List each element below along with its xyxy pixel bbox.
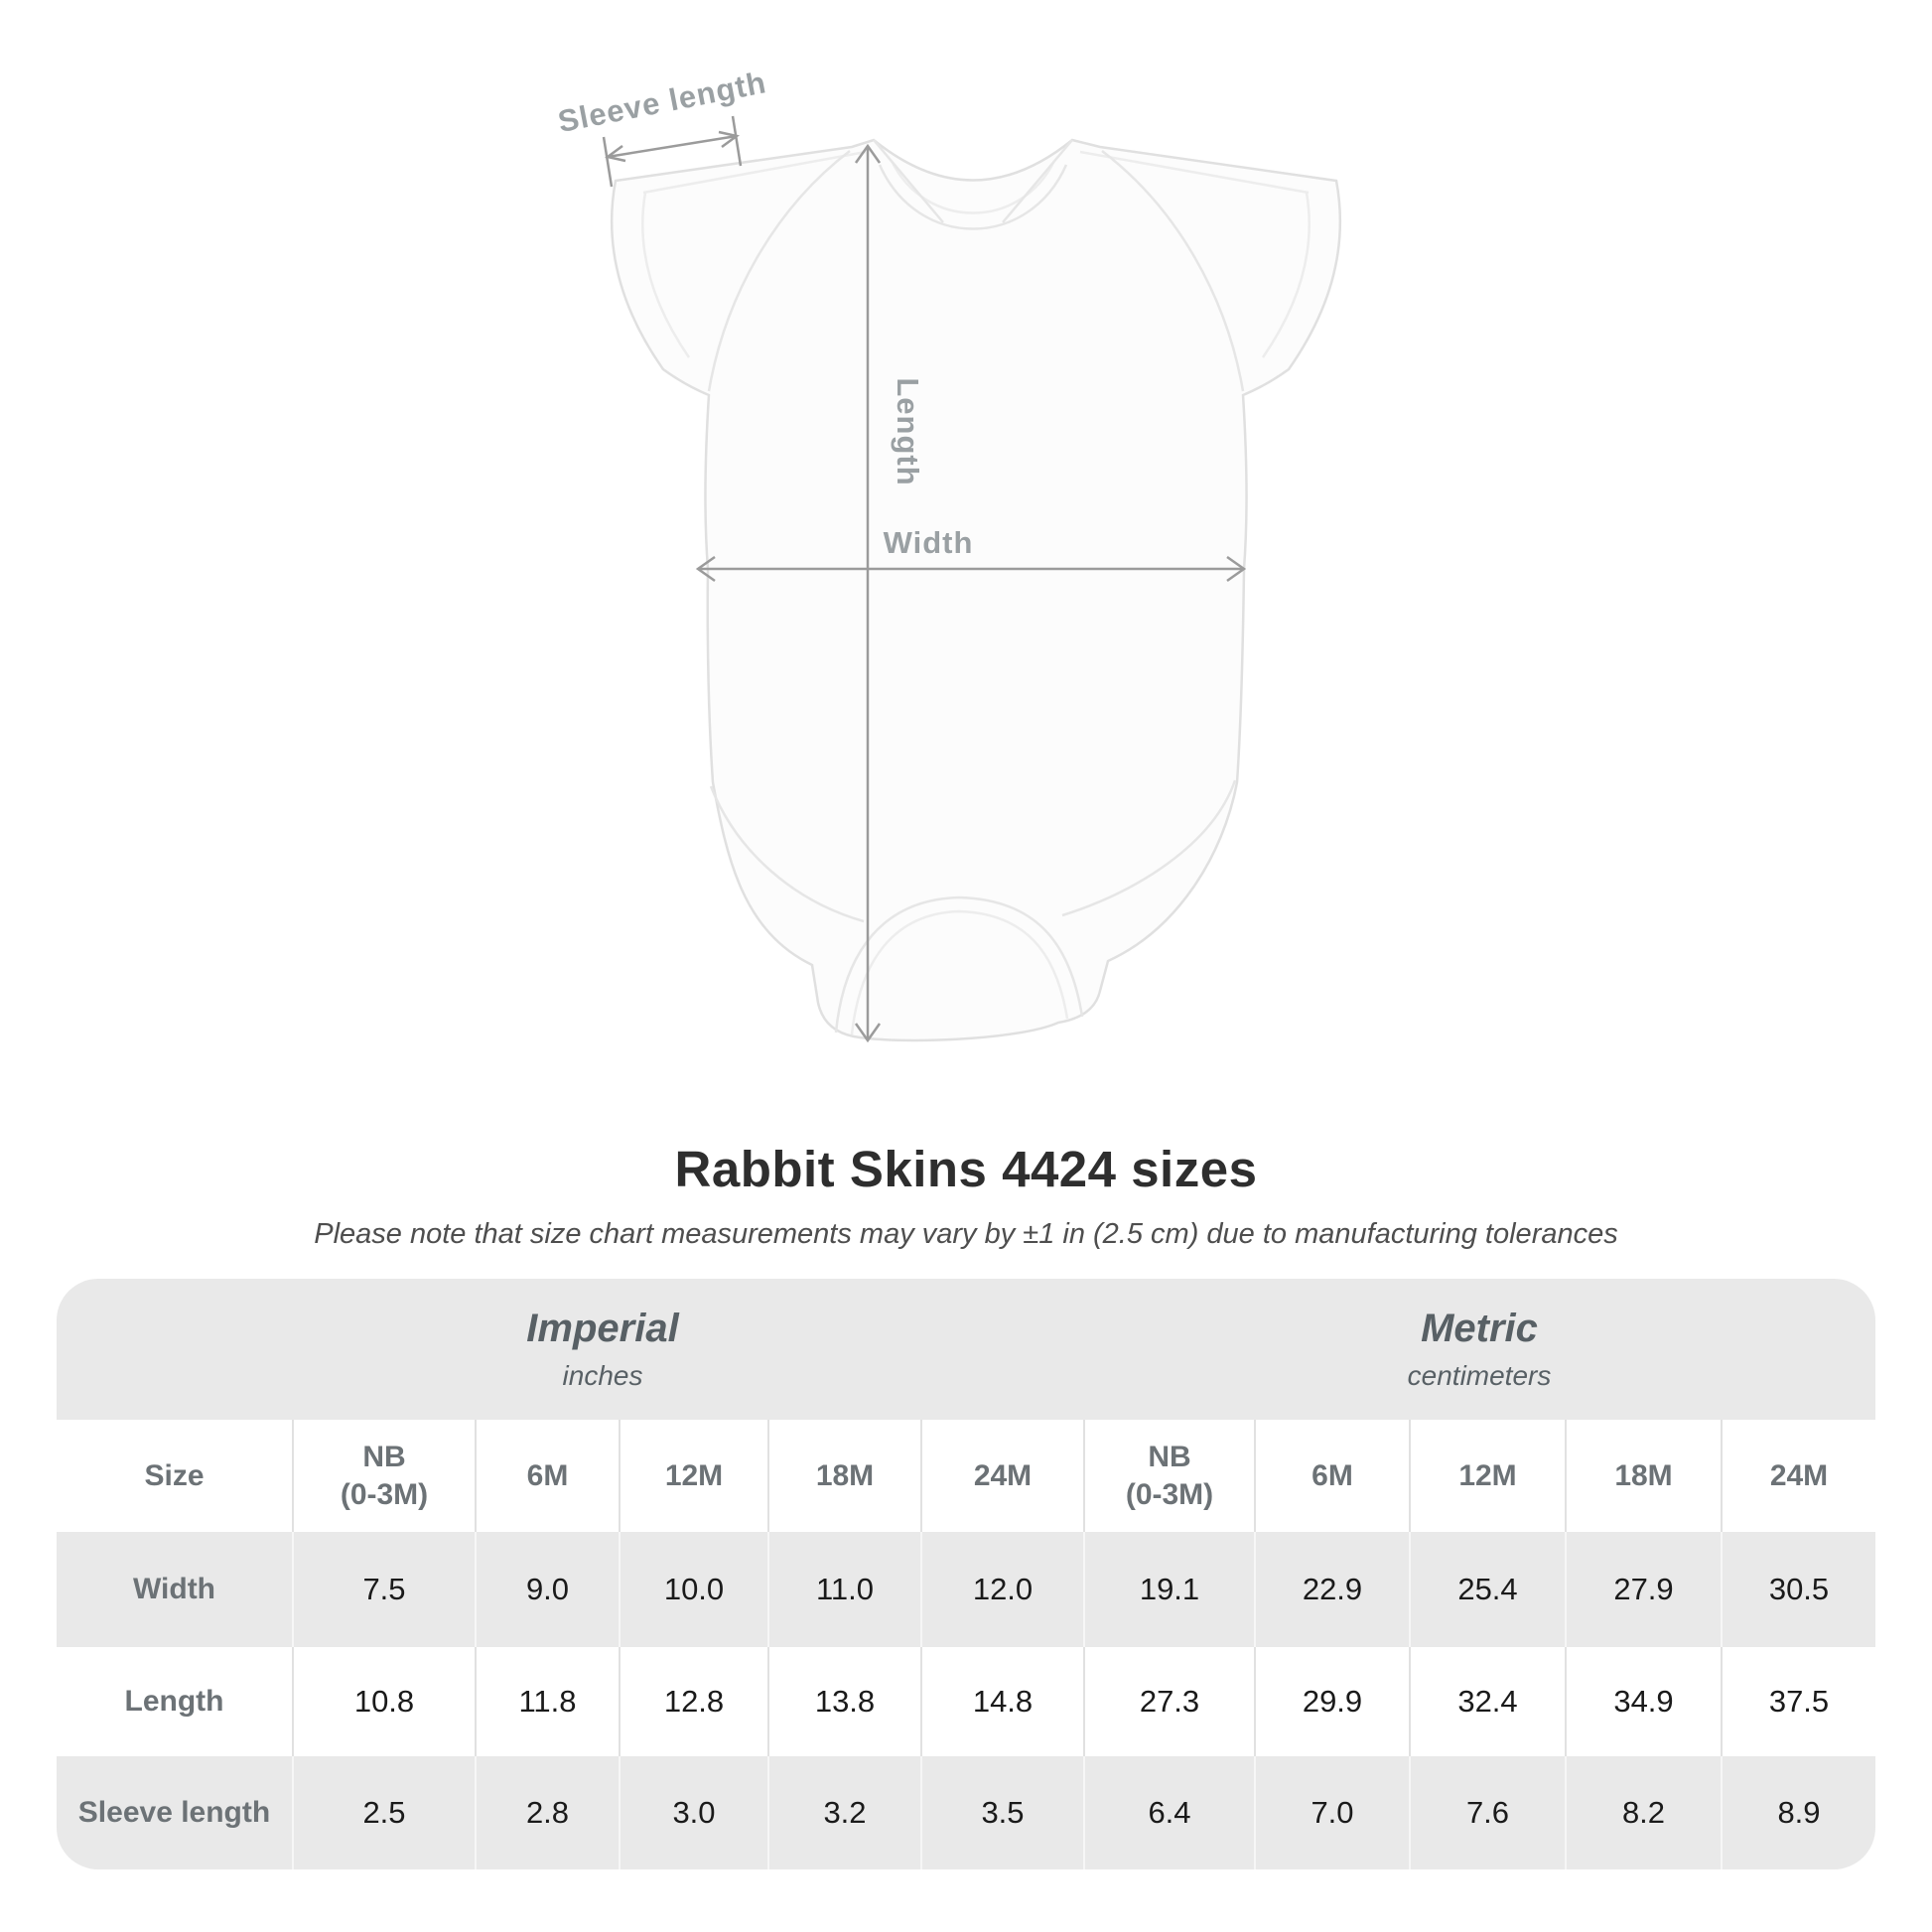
width-label: Width (884, 525, 974, 560)
column-header: 12M (619, 1420, 767, 1532)
column-header: 6M (1254, 1420, 1409, 1532)
bodysuit-shape (610, 138, 1342, 1042)
metric-label: Metric (1421, 1307, 1538, 1350)
size-value-cell: 10.0 (619, 1532, 767, 1647)
length-label: Length (891, 377, 925, 485)
size-value-cell: 12.8 (619, 1647, 767, 1756)
size-value-cell: 3.0 (619, 1756, 767, 1869)
row-label: Sleeve length (77, 1796, 271, 1830)
column-header: 24M (920, 1420, 1083, 1532)
width-arrow (695, 555, 1247, 583)
column-header: 12M (1409, 1420, 1565, 1532)
crotch-flap-seam (834, 896, 1084, 1034)
size-value-cell: 29.9 (1254, 1647, 1409, 1756)
size-value-cell: 2.8 (475, 1756, 619, 1869)
left-cuff-trim (641, 192, 691, 358)
length-arrow (854, 143, 882, 1043)
column-header: NB (0-3M) (1083, 1420, 1254, 1532)
size-value-cell: 2.5 (292, 1756, 475, 1869)
column-header: 6M (475, 1420, 619, 1532)
unit-group-imperial: Imperial inches (57, 1307, 1083, 1392)
size-value-cell: 12.0 (920, 1532, 1083, 1647)
right-armhole-seam (1101, 150, 1245, 392)
row-label: Width (132, 1573, 216, 1606)
heading-block: Rabbit Skins 4424 sizes Please note that… (0, 1140, 1932, 1251)
left-shoulder-binding (642, 150, 867, 195)
corner-header: Size (144, 1458, 205, 1492)
size-value-cell: 13.8 (767, 1647, 920, 1756)
size-value-cell: 9.0 (475, 1532, 619, 1647)
neckband-outer-seam (878, 164, 1068, 230)
right-lap-flap-seam (1002, 139, 1073, 223)
page-title: Rabbit Skins 4424 sizes (674, 1141, 1258, 1197)
table-row-sleeve-length: Sleeve length 2.5 2.8 3.0 3.2 3.5 6.4 7.… (57, 1756, 1875, 1869)
imperial-label: Imperial (526, 1307, 679, 1350)
size-value-cell: 27.9 (1565, 1532, 1721, 1647)
size-value-cell: 19.1 (1083, 1532, 1254, 1647)
sleeve-length-label: Sleeve length (555, 65, 769, 139)
size-value-cell: 8.9 (1721, 1756, 1875, 1869)
crotch-flap-binding (850, 909, 1069, 1035)
table-row-length: Length 10.8 11.8 12.8 13.8 14.8 27.3 29.… (57, 1647, 1875, 1756)
left-lap-flap-seam (873, 139, 944, 223)
size-value-cell: 37.5 (1721, 1647, 1875, 1756)
size-value-cell: 27.3 (1083, 1647, 1254, 1756)
left-armhole-seam (707, 150, 851, 392)
left-hem-binding (709, 785, 865, 923)
size-value-cell: 10.8 (292, 1647, 475, 1756)
size-value-cell: 11.0 (767, 1532, 920, 1647)
right-shoulder-binding (1079, 150, 1310, 195)
size-value-cell: 22.9 (1254, 1532, 1409, 1647)
table-header-row: Size NB (0-3M) 6M 12M 18M 24M NB (0-3M) … (57, 1420, 1875, 1532)
bodysuit-illustration: Sleeve length Length Width (555, 65, 1342, 1043)
right-cuff-trim (1261, 192, 1311, 358)
size-value-cell: 7.5 (292, 1532, 475, 1647)
size-value-cell: 7.6 (1409, 1756, 1565, 1869)
neckband-inner-seam (890, 160, 1056, 214)
unit-group-band: Imperial inches Metric centimeters (57, 1279, 1875, 1420)
row-label: Length (124, 1685, 224, 1719)
column-header: 18M (767, 1420, 920, 1532)
metric-sublabel: centimeters (1407, 1360, 1552, 1391)
size-chart-table: Imperial inches Metric centimeters Size … (57, 1279, 1875, 1869)
size-value-cell: 3.5 (920, 1756, 1083, 1869)
sleeve-length-arrow (602, 115, 743, 188)
size-value-cell: 14.8 (920, 1647, 1083, 1756)
column-header: 24M (1721, 1420, 1875, 1532)
size-value-cell: 11.8 (475, 1647, 619, 1756)
size-value-cell: 3.2 (767, 1756, 920, 1869)
unit-group-metric: Metric centimeters (1083, 1307, 1875, 1392)
size-value-cell: 30.5 (1721, 1532, 1875, 1647)
column-header: 18M (1565, 1420, 1721, 1532)
size-value-cell: 7.0 (1254, 1756, 1409, 1869)
right-hem-binding (1061, 779, 1237, 917)
column-header: NB (0-3M) (292, 1420, 475, 1532)
size-value-cell: 34.9 (1565, 1647, 1721, 1756)
size-value-cell: 8.2 (1565, 1756, 1721, 1869)
size-tolerance-note: Please note that size chart measurements… (314, 1218, 1618, 1250)
size-value-cell: 25.4 (1409, 1532, 1565, 1647)
size-value-cell: 6.4 (1083, 1756, 1254, 1869)
size-value-cell: 32.4 (1409, 1647, 1565, 1756)
imperial-sublabel: inches (562, 1360, 643, 1391)
table-row-width: Width 7.5 9.0 10.0 11.0 12.0 19.1 22.9 2… (57, 1532, 1875, 1647)
